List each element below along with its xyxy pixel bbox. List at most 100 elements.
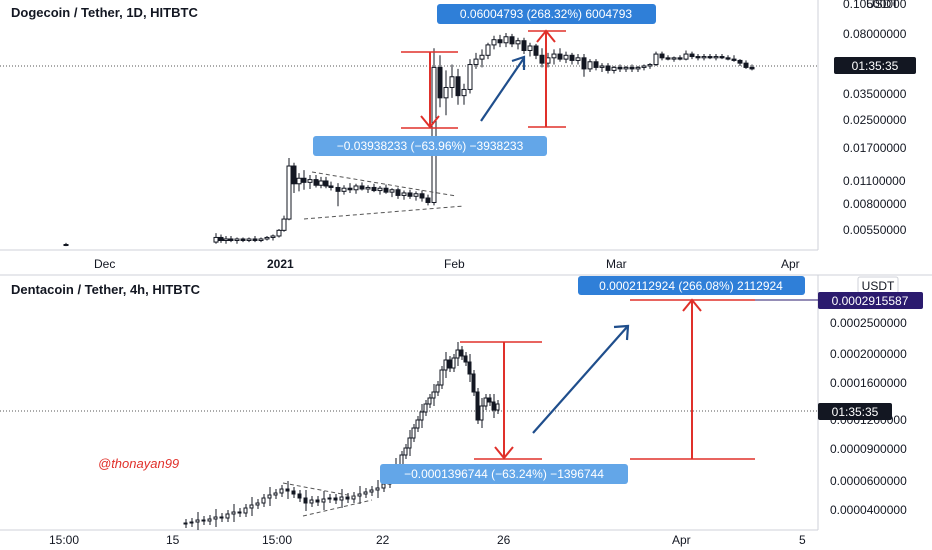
candle (455, 68, 461, 105)
candle (267, 487, 272, 506)
time-badge: 01:35:35 (818, 403, 892, 420)
candle (527, 42, 533, 57)
candle (303, 490, 308, 511)
candle-body (375, 487, 380, 491)
label-text: 0.06004793 (268.32%) 6004793 (460, 7, 632, 21)
candle (313, 175, 319, 188)
candle (461, 83, 467, 105)
candle-body (207, 518, 212, 522)
candle-body (647, 64, 653, 67)
candle (351, 492, 356, 503)
candle (219, 513, 224, 522)
candle-body (403, 447, 408, 456)
candle-body (395, 189, 401, 196)
candle (485, 42, 491, 60)
candle (213, 509, 218, 527)
candle (487, 394, 492, 406)
candle-body (273, 492, 278, 496)
candle-body (575, 57, 581, 61)
candle-body (243, 507, 248, 514)
x-tick: 5 (799, 533, 806, 547)
candle (291, 487, 296, 498)
candle-body (296, 177, 302, 185)
candle (665, 55, 671, 61)
candle-body (749, 66, 755, 70)
candle (279, 485, 284, 497)
candle-body (425, 197, 431, 203)
candle (437, 55, 443, 108)
candle (383, 184, 389, 194)
candle (473, 52, 479, 69)
candle-body (497, 39, 503, 44)
candle-body (443, 359, 448, 371)
candle-body (303, 497, 308, 504)
y-tick: 0.00800000 (843, 197, 907, 211)
candle (653, 51, 659, 66)
candle-body (683, 53, 689, 60)
candle-body (279, 488, 284, 494)
candle-body (413, 193, 419, 197)
candle-body (335, 186, 341, 192)
candle-body (281, 218, 287, 231)
candle-body (261, 497, 266, 504)
candle (563, 51, 569, 64)
candle-body (551, 53, 557, 59)
candle-body (309, 499, 314, 504)
y-tick: 0.0002500000 (830, 316, 907, 330)
candle-body (593, 61, 599, 68)
candles (183, 342, 500, 530)
candle (479, 49, 485, 68)
x-tick: Feb (444, 257, 465, 271)
candle (431, 384, 436, 406)
candle-body (307, 179, 313, 183)
candle (225, 510, 230, 522)
candle (659, 51, 665, 61)
triangle-lower-line (303, 205, 465, 220)
watermark: @thonayan99 (98, 456, 179, 471)
range-arrow-head (494, 446, 514, 460)
candle-body (201, 519, 206, 522)
chart-title: Dogecoin / Tether, 1D, HITBTC (11, 5, 198, 20)
candle (419, 190, 425, 202)
candle-body (443, 86, 449, 99)
candle (231, 504, 236, 522)
candle (491, 394, 496, 418)
x-tick: 2021 (267, 257, 294, 271)
candle-body (451, 357, 456, 369)
range-arrow-head (420, 115, 440, 129)
candle-body (246, 238, 252, 242)
price-badge: 0.0002915587 (755, 292, 923, 309)
y-tick: 0.0001600000 (830, 376, 907, 390)
candle-body (491, 401, 496, 411)
candle-body (479, 54, 485, 60)
range-down-label: −0.0001396744 (−63.24%) −1396744 (380, 464, 628, 484)
candle (240, 237, 246, 243)
x-tick: 26 (497, 533, 511, 547)
candle (401, 190, 407, 200)
candle (593, 59, 599, 71)
candle (377, 185, 383, 195)
candle-body (689, 53, 695, 58)
candle (258, 237, 264, 243)
badge-text: 01:35:35 (852, 59, 899, 73)
candle (683, 50, 689, 61)
candle-body (487, 397, 492, 403)
candle (509, 33, 515, 48)
candle (479, 398, 484, 428)
candle-body (479, 405, 484, 421)
candle (617, 64, 623, 72)
candle-body (301, 177, 307, 183)
candle (677, 55, 683, 61)
candle (423, 400, 428, 416)
candle (449, 64, 455, 98)
candle (483, 394, 488, 410)
candle (237, 508, 242, 517)
candle (347, 183, 353, 193)
candle (389, 188, 395, 198)
candle-body (341, 187, 347, 192)
candle (575, 54, 581, 65)
candle (195, 512, 200, 530)
candle (201, 516, 206, 525)
candle-body (581, 57, 587, 70)
candle-body (557, 53, 563, 60)
